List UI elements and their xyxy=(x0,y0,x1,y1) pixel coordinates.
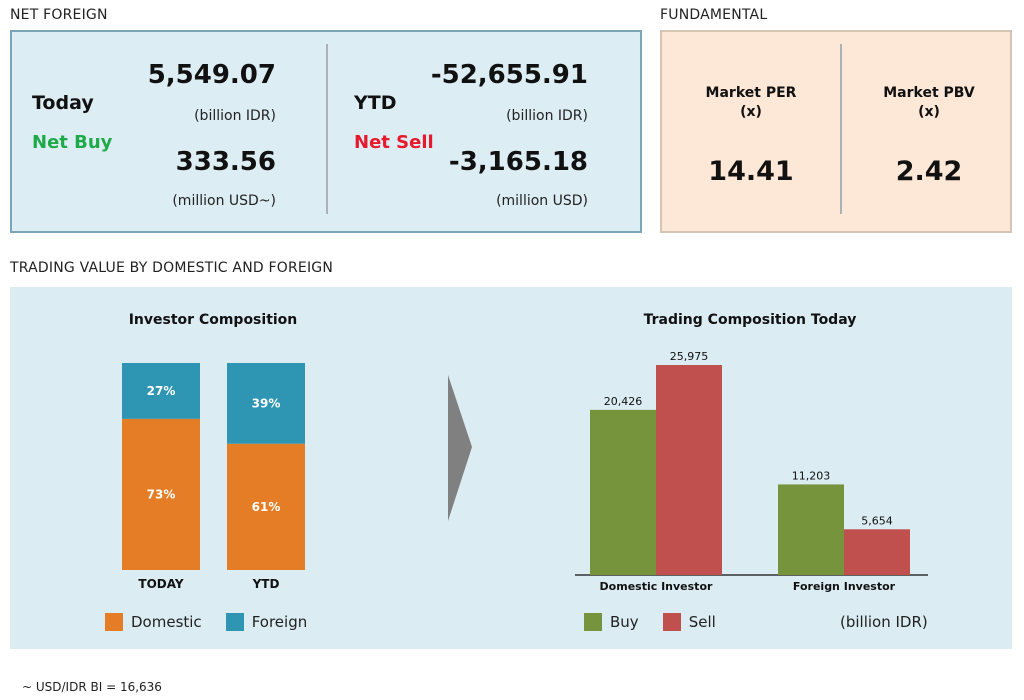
bar-sell-foreign xyxy=(844,529,910,575)
legend-sell-swatch xyxy=(662,613,681,631)
fundamental-panel: Market PER (x) 14.41 Market PBV (x) 2.42 xyxy=(660,30,1012,233)
trading-unit-note: (billion IDR) xyxy=(840,613,928,631)
exchange-rate-footnote: ~ USD/IDR BI = 16,636 xyxy=(22,680,162,694)
market-per-value: 14.41 xyxy=(708,156,794,187)
ytd-idr-unit: (billion IDR) xyxy=(506,108,588,124)
legend-domestic: Domestic xyxy=(105,613,202,631)
tick-label-today: TODAY xyxy=(138,577,183,591)
fundamental-section-title: FUNDAMENTAL xyxy=(660,7,768,23)
trading-value-panel: Investor Composition Trading Composition… xyxy=(10,287,1012,649)
net-foreign-divider xyxy=(326,44,328,214)
trading-value-charts: 73% 27% TODAY 61% 39% YTD 20,426 25,975 Domestic… xyxy=(122,350,928,593)
ytd-idr-value: -52,655.91 xyxy=(430,60,588,90)
net-foreign-section-title: NET FOREIGN xyxy=(10,7,108,23)
bar-domestic-today xyxy=(122,418,200,570)
trading-value-section-title: TRADING VALUE BY DOMESTIC AND FOREIGN xyxy=(10,260,334,276)
trading-composition-legend: Buy Sell xyxy=(584,613,740,631)
bar-domestic-ytd xyxy=(227,443,305,570)
market-per-name: Market PER xyxy=(705,85,797,101)
data-label-buy-domestic: 20,426 xyxy=(604,395,643,408)
fundamental-divider xyxy=(840,44,842,214)
tick-label-ytd: YTD xyxy=(252,577,280,591)
legend-domestic-label: Domestic xyxy=(131,613,202,631)
today-usd-unit: (million USD~) xyxy=(172,193,276,209)
bar-foreign-ytd xyxy=(227,363,305,444)
market-pbv-name: Market PBV xyxy=(883,85,975,101)
market-pbv-unit: (x) xyxy=(918,104,940,120)
investor-composition-title: Investor Composition xyxy=(128,312,298,328)
market-per-label: Market PER (x) xyxy=(666,84,836,122)
ytd-status: Net Sell xyxy=(354,132,434,153)
bar-foreign-today xyxy=(122,363,200,419)
today-label: Today xyxy=(32,92,94,114)
data-label-buy-foreign: 11,203 xyxy=(792,469,831,482)
legend-sell: Sell xyxy=(662,613,716,631)
data-label-sell-domestic: 25,975 xyxy=(670,350,709,363)
legend-buy: Buy xyxy=(584,613,639,631)
market-per-unit: (x) xyxy=(740,104,762,120)
market-pbv-value: 2.42 xyxy=(895,156,963,187)
bar-sell-domestic xyxy=(656,365,722,575)
arrow-shape xyxy=(448,375,472,521)
today-status: Net Buy xyxy=(32,132,113,153)
bar-label-domestic-ytd: 61% xyxy=(252,500,281,514)
tick-label-foreign-investor: Foreign Investor xyxy=(793,580,896,593)
bar-buy-domestic xyxy=(590,409,656,575)
legend-sell-label: Sell xyxy=(688,613,716,631)
bar-label-foreign-ytd: 39% xyxy=(252,396,281,410)
bar-buy-foreign xyxy=(778,484,844,575)
data-label-sell-foreign: 5,654 xyxy=(861,514,893,527)
today-idr-unit: (billion IDR) xyxy=(194,108,276,124)
legend-foreign: Foreign xyxy=(225,613,308,631)
bar-label-domestic-today: 73% xyxy=(147,487,176,501)
net-foreign-panel: Today Net Buy 5,549.07 (billion IDR) 333… xyxy=(10,30,642,233)
legend-domestic-swatch xyxy=(105,613,123,631)
ytd-usd-unit: (million USD) xyxy=(496,193,588,209)
market-pbv-label: Market PBV (x) xyxy=(844,84,1014,122)
bar-label-foreign-today: 27% xyxy=(147,384,176,398)
today-usd-value: 333.56 xyxy=(175,147,276,177)
legend-foreign-label: Foreign xyxy=(251,613,308,631)
trading-composition-title: Trading Composition Today xyxy=(643,312,857,328)
tick-label-domestic-investor: Domestic Investor xyxy=(600,580,713,593)
investor-composition-legend: Domestic Foreign xyxy=(105,613,331,631)
legend-buy-swatch xyxy=(584,613,602,631)
legend-foreign-swatch xyxy=(225,613,244,631)
ytd-usd-value: -3,165.18 xyxy=(448,147,588,177)
legend-buy-label: Buy xyxy=(610,613,639,631)
today-idr-value: 5,549.07 xyxy=(147,60,276,90)
ytd-label: YTD xyxy=(354,92,397,114)
